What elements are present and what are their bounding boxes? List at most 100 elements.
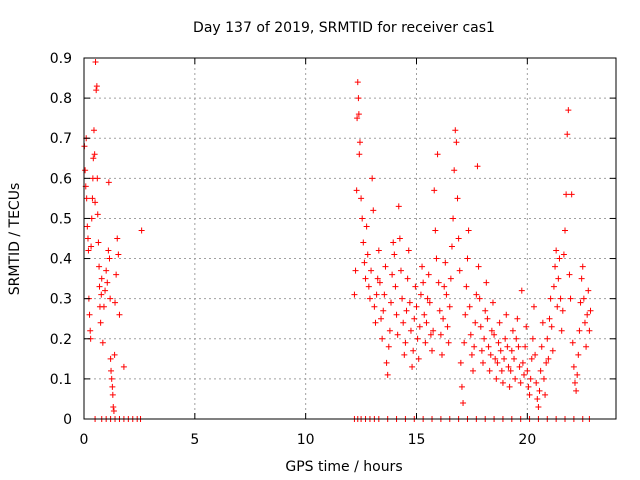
data-point <box>513 335 520 342</box>
y-tick-label: 0.5 <box>50 211 72 227</box>
data-point <box>369 175 376 182</box>
data-point <box>464 255 471 262</box>
data-point <box>542 391 549 398</box>
data-point <box>105 247 112 254</box>
data-point <box>448 243 455 250</box>
data-point <box>536 387 543 394</box>
data-point <box>107 355 114 362</box>
data-point <box>462 311 469 318</box>
data-point <box>523 323 530 330</box>
data-point <box>420 279 427 286</box>
data-point <box>361 259 368 266</box>
data-point <box>96 263 103 270</box>
data-point <box>94 211 101 218</box>
y-tick-label: 0.8 <box>50 91 72 107</box>
data-point <box>401 351 408 358</box>
data-point <box>455 235 462 242</box>
data-point <box>417 291 424 298</box>
data-point <box>504 343 511 350</box>
data-point <box>389 271 396 278</box>
data-point <box>524 367 531 374</box>
data-point <box>92 199 99 206</box>
x-tick-label: 0 <box>80 432 89 448</box>
axis-ticks <box>83 57 616 420</box>
y-tick-label: 0.7 <box>50 131 72 147</box>
data-point <box>112 299 119 306</box>
data-point <box>499 379 506 386</box>
data-point <box>492 355 499 362</box>
data-point <box>502 335 509 342</box>
data-point <box>375 247 382 254</box>
data-point <box>107 295 114 302</box>
data-point <box>103 267 110 274</box>
data-point <box>108 375 115 382</box>
data-point <box>471 343 478 350</box>
data-point <box>385 343 392 350</box>
data-point <box>534 395 541 402</box>
data-point <box>395 203 402 210</box>
data-point <box>481 335 488 342</box>
data-point <box>495 339 502 346</box>
data-point <box>587 307 594 314</box>
data-point <box>354 79 361 86</box>
data-point <box>108 367 115 374</box>
data-point <box>434 151 441 158</box>
data-point <box>485 343 492 350</box>
data-point <box>372 319 379 326</box>
data-point <box>555 275 562 282</box>
data-point <box>461 339 468 346</box>
data-point <box>403 307 410 314</box>
data-point <box>484 315 491 322</box>
data-point <box>445 339 452 346</box>
data-point <box>433 255 440 262</box>
data-point <box>526 391 533 398</box>
y-tick-label: 0.6 <box>50 171 72 187</box>
data-point <box>411 315 418 322</box>
data-point <box>509 327 516 334</box>
data-point <box>371 303 378 310</box>
data-point <box>414 335 421 342</box>
data-point <box>110 403 117 410</box>
data-point <box>563 191 570 198</box>
data-point <box>104 279 111 286</box>
data-point <box>498 367 505 374</box>
data-point <box>562 227 569 234</box>
data-point <box>450 215 457 222</box>
data-point <box>530 303 537 310</box>
data-point <box>529 335 536 342</box>
data-point <box>501 355 508 362</box>
data-point <box>410 347 417 354</box>
data-point <box>497 347 504 354</box>
data-point <box>386 327 393 334</box>
data-point <box>435 279 442 286</box>
x-tick-label: 5 <box>190 432 199 448</box>
data-point <box>404 275 411 282</box>
data-point <box>92 59 99 66</box>
data-point <box>360 239 367 246</box>
data-point <box>430 327 437 334</box>
data-point <box>421 311 428 318</box>
data-point <box>457 359 464 366</box>
data-point <box>568 191 575 198</box>
data-point <box>454 195 461 202</box>
data-point <box>102 287 109 294</box>
data-point <box>405 247 412 254</box>
data-point <box>458 383 465 390</box>
data-point <box>560 251 567 258</box>
data-point <box>86 311 93 318</box>
data-point <box>110 407 117 414</box>
data-point <box>580 295 587 302</box>
data-point <box>533 379 540 386</box>
data-point <box>91 151 98 158</box>
data-point <box>473 291 480 298</box>
data-point <box>505 363 512 370</box>
data-point <box>465 227 472 234</box>
data-point <box>507 367 514 374</box>
data-point <box>138 227 145 234</box>
data-point <box>475 263 482 270</box>
data-point <box>511 355 518 362</box>
data-point <box>85 247 92 254</box>
data-point <box>453 139 460 146</box>
data-point <box>95 239 102 246</box>
data-point <box>115 251 122 258</box>
